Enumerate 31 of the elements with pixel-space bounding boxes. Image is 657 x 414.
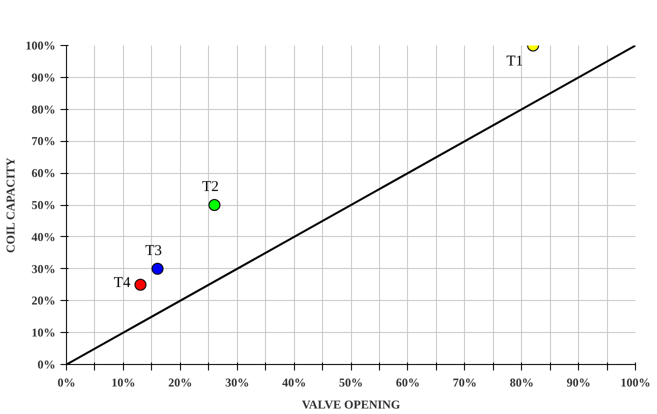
x-tick-label: 40% bbox=[282, 376, 306, 390]
annotation: T3 bbox=[145, 242, 162, 259]
x-tick-label: 10% bbox=[111, 376, 136, 390]
y-tick-label: 70% bbox=[32, 134, 56, 148]
annotation: T2 bbox=[202, 179, 219, 195]
x-axis-title: VALVE OPENING bbox=[302, 398, 400, 412]
y-tick-label: 10% bbox=[32, 326, 56, 340]
x-tick-label: 0% bbox=[58, 376, 76, 390]
point bbox=[208, 199, 220, 211]
y-tick-label: 60% bbox=[32, 166, 56, 180]
y-tick-label: 20% bbox=[32, 294, 56, 308]
x-tick-label: 30% bbox=[225, 376, 250, 390]
point bbox=[152, 262, 164, 275]
x-tick-label: 80% bbox=[510, 376, 534, 390]
y-tick-label: 40% bbox=[32, 230, 56, 244]
annotation: T1 bbox=[506, 54, 524, 70]
y-axis-title: COIL CAPACITY bbox=[4, 157, 18, 254]
y-tick-label: 100% bbox=[26, 38, 56, 52]
x-tick-label: 50% bbox=[339, 376, 363, 390]
y-tick-label: 30% bbox=[32, 262, 56, 276]
x-tick-label: 20% bbox=[168, 376, 192, 390]
y-tick-label: 90% bbox=[32, 70, 56, 84]
x-tick-label: 90% bbox=[566, 376, 591, 390]
x-tick-label: 100% bbox=[620, 376, 650, 390]
y-tick-label: 0% bbox=[38, 358, 56, 372]
x-tick-label: 70% bbox=[452, 376, 477, 390]
y-tick-label: 50% bbox=[32, 198, 56, 212]
annotation: T4 bbox=[114, 274, 131, 291]
y-tick-label: 80% bbox=[32, 102, 56, 116]
x-tick-label: 60% bbox=[396, 376, 420, 390]
point bbox=[134, 278, 146, 291]
